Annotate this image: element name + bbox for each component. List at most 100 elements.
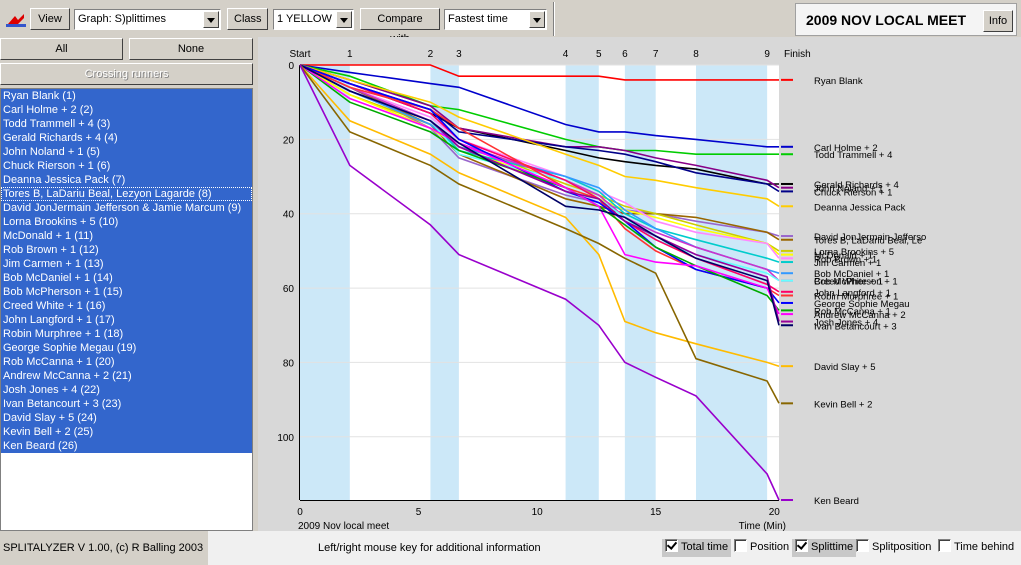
splittime-label: Splittime <box>811 541 854 553</box>
class-select-value: 1 YELLOW <box>277 13 332 25</box>
time-behind-checkbox[interactable] <box>938 539 951 552</box>
runner-list[interactable]: Ryan Blank (1) Carl Holme + 2 (2) Todd Tra… <box>0 88 253 531</box>
runner-list-item[interactable]: Bob McDaniel + 1 (14) <box>1 271 252 285</box>
select-none-button[interactable]: None <box>129 38 253 60</box>
runner-list-item[interactable]: Bob McPherson + 1 (15) <box>1 285 252 299</box>
splittime-checkbox[interactable] <box>795 539 808 552</box>
runner-list-item[interactable]: George Sophie Megau (19) <box>1 341 252 355</box>
toolbar-divider <box>553 2 555 36</box>
control-label: 3 <box>456 49 462 60</box>
control-label: 1 <box>347 49 353 60</box>
runner-list-item[interactable]: Chuck Rierson + 1 (6) <box>1 159 252 173</box>
control-label: Start <box>289 49 310 60</box>
series-line[interactable] <box>299 64 780 367</box>
series-label: Chuck Rierson + 1 <box>814 187 892 198</box>
total-time-toggle[interactable]: Total time <box>662 539 732 557</box>
control-label: Finish <box>784 49 811 60</box>
app-version: SPLITALYZER V 1.00, (c) R Balling 2003 <box>0 531 208 565</box>
meet-title-box: 2009 NOV LOCAL MEET Info <box>795 3 1017 36</box>
runner-list-item[interactable]: Lorna Brookins + 5 (10) <box>1 215 252 229</box>
graph-select[interactable]: Graph: S)plittimes <box>74 9 221 30</box>
split-chart[interactable]: 0 20 40 60 80 100 0 5 10 15 20 Start 1 2 3 4 5 6 7 8 9 Finish… <box>258 37 1021 532</box>
x-tick-label: 15 <box>650 507 662 518</box>
series-label: Jim Carmen + 1 <box>814 258 881 269</box>
series-line[interactable] <box>299 64 779 148</box>
runner-list-item[interactable]: Gerald Richards + 4 (4) <box>1 131 252 145</box>
select-all-button[interactable]: All <box>0 38 123 60</box>
series-label: Ryan Blank <box>814 76 863 87</box>
runner-list-item[interactable]: Jim Carmen + 1 (13) <box>1 257 252 271</box>
shaded-leg <box>565 65 599 500</box>
chevron-down-icon[interactable] <box>336 11 352 28</box>
chevron-down-icon[interactable] <box>529 11 545 28</box>
crossing-runners-button[interactable]: Crossing runners <box>0 63 253 85</box>
series-line[interactable] <box>299 64 780 501</box>
x-tick-label: 5 <box>416 507 422 518</box>
control-label: 6 <box>622 49 628 60</box>
runner-list-item[interactable]: Creed White + 1 (16) <box>1 299 252 313</box>
runner-list-item[interactable]: Tores B, LaDariu Beal, Lezyon Lagarde (8… <box>1 187 252 201</box>
splitposition-toggle[interactable]: Splitposition <box>853 539 934 557</box>
chart-caption-right: Time (Min) <box>739 521 786 532</box>
runner-list-item[interactable]: Ivan Betancourt + 3 (23) <box>1 397 252 411</box>
compare-with-button[interactable]: Compare with <box>360 8 440 45</box>
shaded-leg <box>696 65 768 500</box>
series-line[interactable] <box>299 64 780 326</box>
runner-list-item[interactable]: David Slay + 5 (24) <box>1 411 252 425</box>
x-tick-label: 20 <box>769 507 781 518</box>
position-checkbox[interactable] <box>734 539 747 552</box>
runner-list-item[interactable]: Rob Brown + 1 (12) <box>1 243 252 257</box>
runner-list-item[interactable]: Andrew McCanna + 2 (21) <box>1 369 252 383</box>
runner-list-item[interactable]: John Langford + 1 (17) <box>1 313 252 327</box>
total-time-label: Total time <box>681 541 729 553</box>
runner-panel: All None Crossing runners Ryan Blank (1)… <box>0 36 255 531</box>
splittime-toggle[interactable]: Splittime <box>792 539 857 557</box>
splitposition-label: Splitposition <box>872 541 932 553</box>
series-label: George Sophie Megau <box>814 299 910 310</box>
runner-list-item[interactable]: Rob McCanna + 1 (20) <box>1 355 252 369</box>
position-toggle[interactable]: Position <box>731 539 792 557</box>
runner-list-item[interactable]: John Noland + 1 (5) <box>1 145 252 159</box>
series-label: Carl Holme + 2 <box>814 143 878 154</box>
series-line[interactable] <box>299 64 780 315</box>
chart-svg[interactable]: 0 20 40 60 80 100 0 5 10 15 20 Start 1 2 3 4 5 6 7 8 9 Finish… <box>258 37 1021 532</box>
x-tick-label: 0 <box>297 507 303 518</box>
splitposition-checkbox[interactable] <box>856 539 869 552</box>
runner-list-item[interactable]: Deanna Jessica Pack (7) <box>1 173 252 187</box>
series-label: Ken Beard <box>814 496 859 507</box>
series-line[interactable] <box>299 64 780 189</box>
view-button[interactable]: View <box>30 8 70 30</box>
class-select[interactable]: 1 YELLOW <box>273 9 354 30</box>
runner-list-item[interactable]: David JonJermain Jefferson & Jamie Marcu… <box>1 201 252 215</box>
status-bar: SPLITALYZER V 1.00, (c) R Balling 2003 L… <box>0 531 1021 565</box>
runner-list-item[interactable]: Ken Beard (26) <box>1 439 252 453</box>
series-label: Rob McCanna + 1 <box>814 306 891 317</box>
runner-list-item[interactable]: Josh Jones + 4 (22) <box>1 383 252 397</box>
shaded-leg <box>300 65 350 500</box>
control-label: 2 <box>428 49 434 60</box>
series-label: Andrew McCanna + 2 <box>814 310 906 321</box>
series-line[interactable] <box>299 64 780 282</box>
runner-list-item[interactable]: Carl Holme + 2 (2) <box>1 103 252 117</box>
runner-list-item[interactable]: Todd Trammell + 4 (3) <box>1 117 252 131</box>
compare-select[interactable]: Fastest time <box>444 9 547 30</box>
series-label: Bob McPherson + 1 <box>814 277 898 288</box>
series-line[interactable] <box>299 64 780 207</box>
chart-caption-left: 2009 Nov local meet <box>298 521 389 532</box>
series-line[interactable] <box>299 64 780 404</box>
chevron-down-icon[interactable] <box>203 11 219 28</box>
runner-list-item[interactable]: Ryan Blank (1) <box>1 89 252 103</box>
class-button[interactable]: Class <box>227 8 268 30</box>
runner-list-item[interactable]: Kevin Bell + 2 (25) <box>1 425 252 439</box>
runner-list-item[interactable]: Robin Murphree + 1 (18) <box>1 327 252 341</box>
series-label: Bob McDaniel + 1 <box>814 269 889 280</box>
series-label: Creed White + 1 <box>814 277 883 288</box>
series-label: John Noland + 1 <box>814 184 883 195</box>
series-label: David Slay + 5 <box>814 362 876 373</box>
info-button[interactable]: Info <box>983 10 1013 32</box>
time-behind-toggle[interactable]: Time behind <box>935 539 1017 557</box>
series-line[interactable] <box>300 64 779 81</box>
series-label: John Langford + 1 <box>814 288 891 299</box>
total-time-checkbox[interactable] <box>665 539 678 552</box>
runner-list-item[interactable]: McDonald + 1 (11) <box>1 229 252 243</box>
